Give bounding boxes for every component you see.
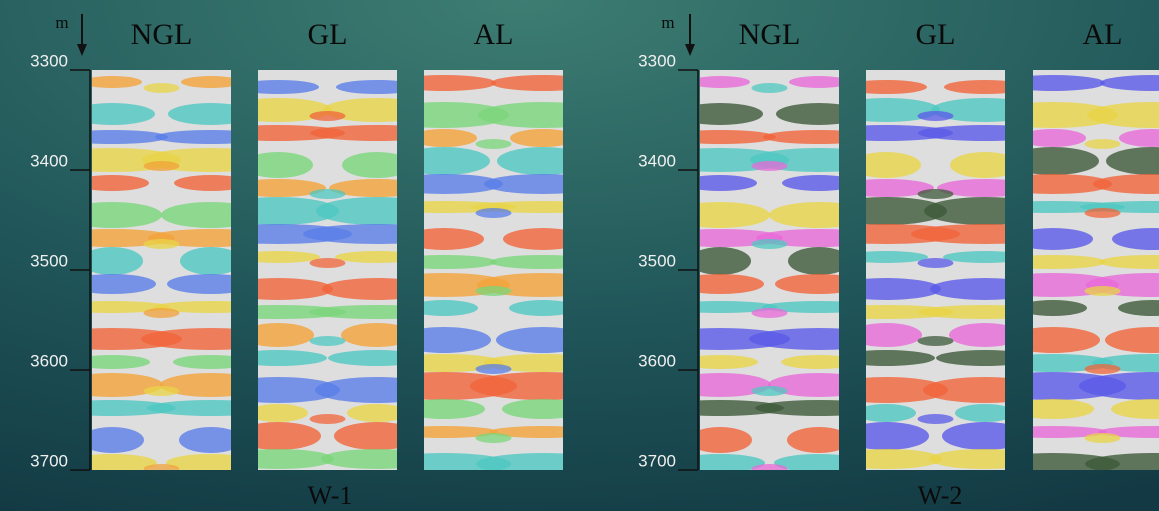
panel-label: NGL [739, 18, 801, 51]
facies-band [752, 308, 788, 318]
facies-band [144, 308, 180, 318]
well-name: W-2 [918, 481, 963, 510]
facies-band [310, 336, 346, 346]
facies-band [310, 189, 346, 199]
facies-band [918, 189, 954, 199]
facies-band [752, 83, 788, 93]
facies-band [310, 111, 346, 121]
facies-band [752, 161, 788, 171]
panel-label: AL [474, 18, 514, 51]
facies-band [476, 139, 512, 149]
facies-band [476, 433, 512, 443]
facies-band [476, 286, 512, 296]
facies-band [752, 239, 788, 249]
tick-label: 3500 [30, 251, 68, 270]
facies-band [1085, 433, 1121, 443]
tick-label: 3300 [30, 51, 68, 70]
facies-band [476, 364, 512, 374]
facies-band [752, 386, 788, 396]
figure: m 3300 3400 3500 3600 3700 NGL GL AL W-1 m 3300 3400… [0, 0, 1159, 511]
tick-label: 3400 [638, 151, 676, 170]
tick-label: 3600 [30, 351, 68, 370]
tick-label: 3700 [30, 451, 68, 470]
panel-label: GL [308, 18, 348, 51]
facies-band [918, 414, 954, 424]
tick-label: 3300 [638, 51, 676, 70]
facies-band [144, 83, 180, 93]
tick-label: 3500 [638, 251, 676, 270]
tick-label: 3400 [30, 151, 68, 170]
facies-band [310, 414, 346, 424]
facies-band [1085, 208, 1121, 218]
panel-label: AL [1083, 18, 1123, 51]
facies-band [144, 386, 180, 396]
tick-label: 3600 [638, 351, 676, 370]
facies-band [476, 208, 512, 218]
facies-band [144, 161, 180, 171]
facies-band [1085, 286, 1121, 296]
facies-band [1085, 364, 1121, 374]
facies-band [918, 336, 954, 346]
well-name: W-1 [308, 481, 353, 510]
panel-label: NGL [131, 18, 193, 51]
unit-label: m [55, 13, 68, 32]
tick-label: 3700 [638, 451, 676, 470]
unit-label: m [661, 13, 674, 32]
facies-band [918, 111, 954, 121]
facies-band [144, 239, 180, 249]
facies-band [1085, 139, 1121, 149]
panel-label: GL [916, 18, 956, 51]
facies-band [310, 258, 346, 268]
facies-band [918, 258, 954, 268]
